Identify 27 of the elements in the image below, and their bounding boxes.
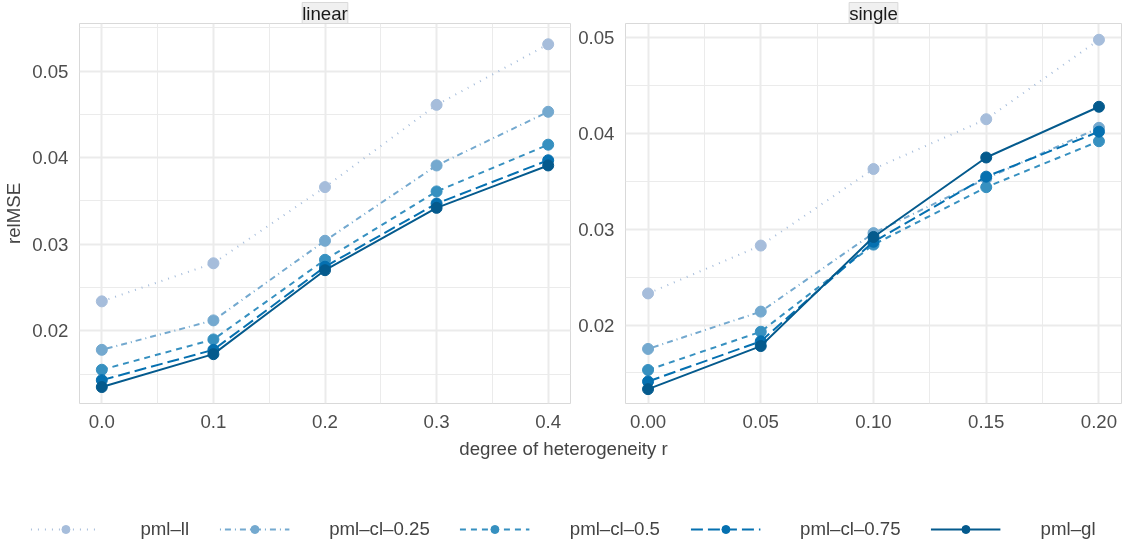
x-tick-label: 0.1: [200, 410, 227, 432]
x-tick-label: 0.0: [88, 410, 115, 432]
x-tick-label: 0.3: [423, 410, 450, 432]
x-tick-label: 0.15: [968, 410, 1005, 432]
y-tick-label: 0.05: [32, 60, 69, 82]
y-tick-label: 0.05: [578, 27, 615, 49]
x-tick-label: 0.00: [629, 410, 667, 432]
legend-label: pml–cl–0.75: [800, 518, 901, 540]
y-tick-label: 0.04: [578, 123, 615, 145]
y-tick-label: 0.03: [578, 218, 615, 240]
chart-title: linear: [302, 2, 348, 24]
y-tick-label: 0.02: [578, 314, 615, 336]
y-tick-label: 0.04: [32, 147, 69, 169]
y-tick-label: 0.02: [32, 320, 69, 342]
legend-label: pml–cl–0.25: [329, 518, 430, 540]
legend-label: pml–ll: [140, 518, 190, 540]
x-tick-label: 0.20: [1080, 410, 1118, 432]
legend-label: pml–gl: [1040, 518, 1096, 540]
y-tick-label: 0.03: [32, 233, 69, 255]
x-tick-label: 0.2: [312, 410, 338, 432]
x-axis-title: degree of heterogeneity r: [459, 437, 668, 459]
y-axis-title: relMSE: [3, 182, 25, 245]
chart-title: single: [849, 2, 898, 24]
x-tick-label: 0.4: [535, 410, 562, 432]
x-tick-label: 0.10: [855, 410, 892, 432]
x-tick-label: 0.05: [742, 410, 779, 432]
legend-label: pml–cl–0.5: [569, 518, 660, 540]
